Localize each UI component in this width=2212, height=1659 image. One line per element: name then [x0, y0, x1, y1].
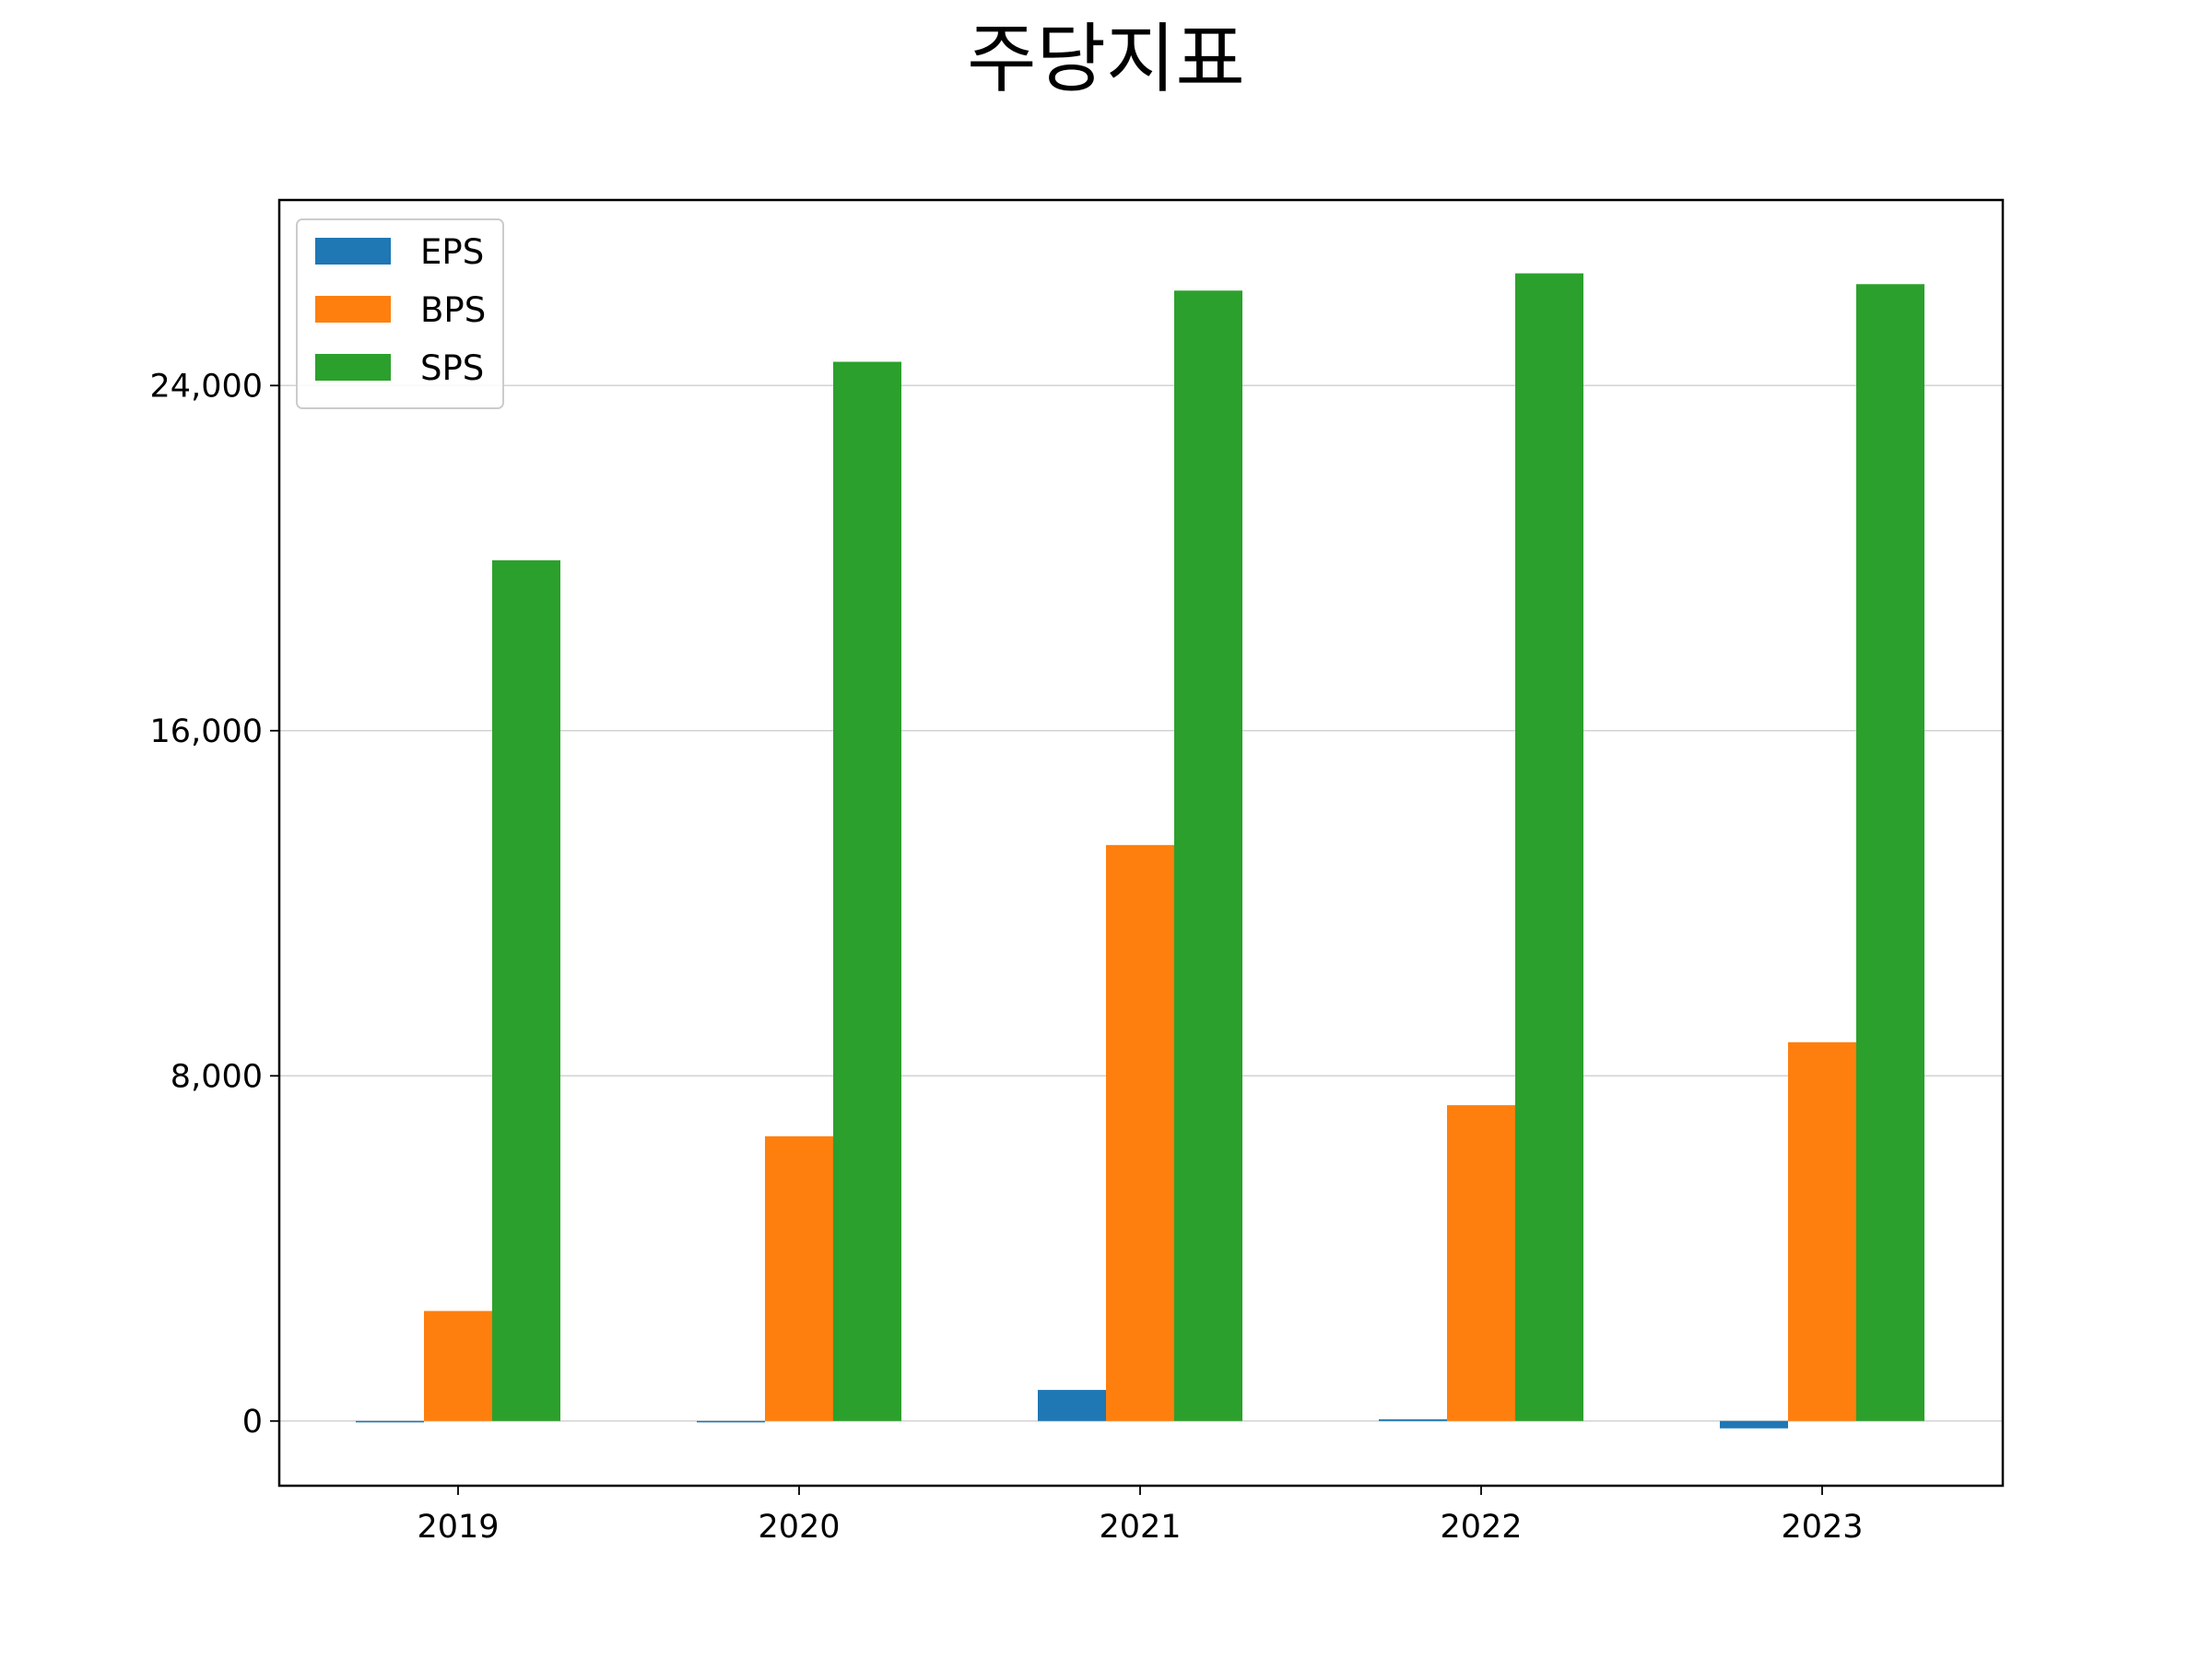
x-axis-ticks: 2019 2020 2021 2022 2023	[417, 1486, 1864, 1546]
xtick-label-4: 2023	[1781, 1509, 1863, 1546]
legend-label-bps: BPS	[420, 290, 486, 330]
bar-eps-2020	[697, 1420, 765, 1423]
legend-label-sps: SPS	[420, 348, 484, 388]
bar-sps-2021	[1174, 290, 1242, 1421]
legend-swatch-bps	[315, 296, 391, 323]
bar-eps-2019	[356, 1420, 424, 1423]
legend-swatch-sps	[315, 354, 391, 381]
bar-eps-2022	[1379, 1418, 1447, 1421]
bar-eps-2023	[1720, 1420, 1788, 1429]
ytick-label-2: 16,000	[150, 713, 263, 750]
y-axis-ticks: 0 8,000 16,000 24,000	[150, 368, 279, 1441]
bar-bps-2020	[765, 1135, 833, 1421]
bars	[356, 273, 1924, 1429]
ytick-label-1: 8,000	[171, 1058, 263, 1095]
chart-title: 주당지표	[967, 16, 1245, 103]
legend: EPS BPS SPS	[296, 218, 504, 409]
bar-bps-2022	[1447, 1105, 1515, 1421]
bar-sps-2020	[833, 361, 901, 1421]
ytick-label-0: 0	[242, 1404, 263, 1441]
bar-bps-2019	[424, 1311, 492, 1421]
bar-bps-2021	[1106, 844, 1174, 1421]
bar-eps-2021	[1038, 1390, 1106, 1421]
bar-sps-2019	[492, 559, 560, 1421]
plot-frame	[277, 198, 2005, 1488]
bar-sps-2023	[1856, 284, 1924, 1421]
xtick-label-3: 2022	[1440, 1509, 1522, 1546]
legend-label-eps: EPS	[420, 232, 484, 272]
legend-swatch-eps	[315, 238, 391, 265]
xtick-label-0: 2019	[417, 1509, 499, 1546]
xtick-label-2: 2021	[1099, 1509, 1181, 1546]
bar-sps-2022	[1515, 273, 1583, 1421]
xtick-label-1: 2020	[758, 1509, 840, 1546]
ytick-label-3: 24,000	[150, 368, 263, 405]
bar-bps-2023	[1788, 1041, 1856, 1421]
